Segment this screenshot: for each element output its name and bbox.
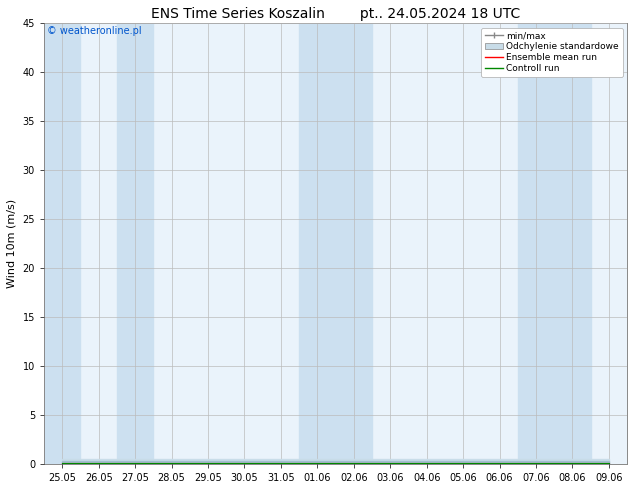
- Legend: min/max, Odchylenie standardowe, Ensemble mean run, Controll run: min/max, Odchylenie standardowe, Ensembl…: [481, 28, 623, 76]
- Y-axis label: Wind 10m (m/s): Wind 10m (m/s): [7, 199, 17, 288]
- Bar: [554, 24, 591, 464]
- Bar: [335, 24, 372, 464]
- Title: ENS Time Series Koszalin        pt.. 24.05.2024 18 UTC: ENS Time Series Koszalin pt.. 24.05.2024…: [151, 7, 520, 21]
- Bar: [117, 24, 153, 464]
- Text: © weatheronline.pl: © weatheronline.pl: [47, 25, 141, 36]
- Bar: [518, 24, 554, 464]
- Bar: [299, 24, 335, 464]
- Bar: [44, 24, 81, 464]
